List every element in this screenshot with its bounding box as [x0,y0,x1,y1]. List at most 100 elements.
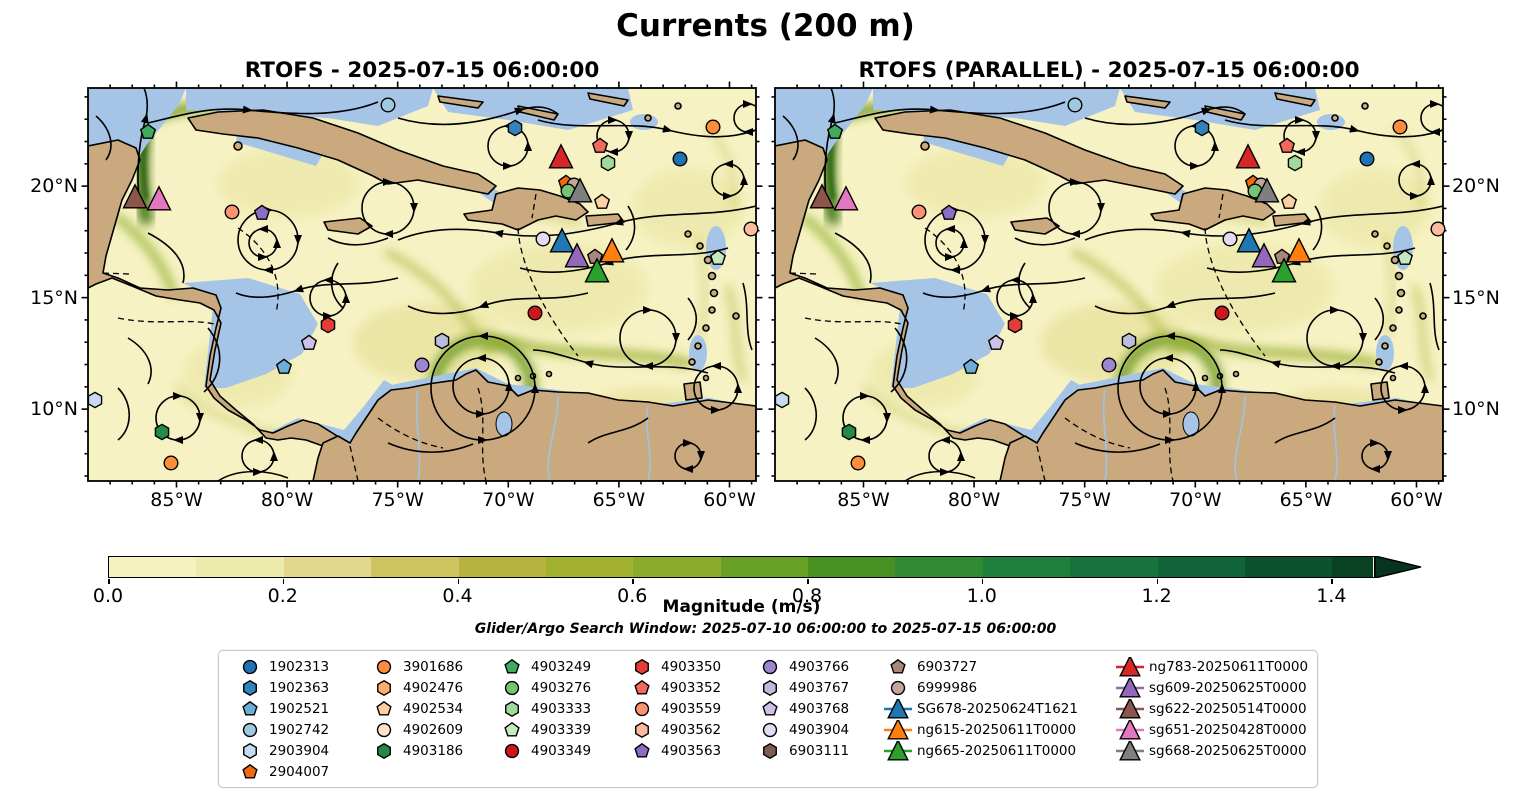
marker-1902521 [275,358,293,374]
marker-4902534 [1280,193,1298,209]
triangle-icon [1116,677,1144,698]
colorbar-tick [981,579,984,584]
marker-sg622-20250514T0000 [122,183,148,209]
legend-item-4903559: 4903559 [627,698,721,719]
legend-label: ng615-20250611T0000 [917,721,1077,738]
legend-marker [242,763,258,779]
xtick-label: 65°W [1279,489,1333,511]
legend-label: 4903352 [661,679,722,696]
legend-item-6903111: 6903111 [755,740,849,761]
xtick-label: 60°W [703,489,756,511]
colorbar-tick [282,579,285,584]
marker-4903768 [987,334,1005,350]
legend-column: ng783-20250611T0000 sg609-20250625T0000 sg… [1115,656,1308,761]
colorbar-label: Magnitude (m/s) [662,597,821,617]
legend-label: 4903563 [661,742,722,759]
xtick-label: 85°W [150,489,203,511]
legend-item-4903562: 4903562 [627,719,721,740]
marker-4903766 [414,357,430,373]
platform-markers [774,97,1446,471]
legend-column: 4903249 4903276 4903333 4903339 4903349 [497,656,591,761]
ytick-label-right: 15°N [1452,286,1500,309]
marker-sg609-20250625T0000 [564,242,590,268]
legend-item-4903333: 4903333 [497,698,591,719]
marker-1902313 [1359,151,1375,167]
marker-4903352 [1278,137,1296,153]
pentagon-icon [504,721,520,737]
legend-label: 4903350 [661,658,722,675]
legend-item-6999986: 6999986 [883,677,1078,698]
ytick-label-left: 15°N [30,286,78,309]
marker-4903767 [1121,332,1137,350]
colorbar-segment [982,557,1071,577]
marker-SG678-20250624T1621 [549,227,575,253]
colorbar-tick-label: 1.4 [1316,585,1347,607]
legend-marker [377,679,391,696]
legend-label: 2903904 [269,742,330,759]
legend-marker [762,659,778,674]
marker-4903186 [841,423,857,441]
marker-sg651-20250428T0000 [146,185,172,211]
legend-label: sg651-20250428T0000 [1149,721,1307,738]
legend-marker [377,742,391,759]
marker-2903904 [87,391,103,409]
colorbar-segment [1070,557,1158,577]
colorbar-segment [895,557,983,577]
marker-1902521 [962,358,980,374]
colorbar-tick-label: 0.6 [617,585,648,607]
legend-label: 1902742 [269,721,330,738]
marker-1902742 [1067,97,1083,113]
triangle-icon [884,698,912,719]
colorbar-segment [458,557,546,577]
legend-item-1902313: 1902313 [235,656,329,677]
legend-label: SG678-20250624T1621 [917,700,1078,717]
legend-column: 3901686 4902476 4902534 4902609 4903186 [369,656,463,761]
marker-4903339 [1396,249,1414,265]
xtick-label: 70°W [482,489,535,511]
ytick-label-right: 20°N [1452,175,1500,197]
circle-icon [376,659,392,674]
legend-label: 4902534 [403,700,464,717]
legend-label: 4903186 [403,742,464,759]
legend-item-4903186: 4903186 [369,740,463,761]
triangle-icon [1116,740,1144,761]
colorbar-segment [109,557,197,577]
circle-icon [504,680,520,695]
legend-column: 4903350 4903352 4903559 4903562 4903563 [627,656,721,761]
legend-marker [504,721,520,737]
legend-item-2903904: 2903904 [235,740,329,761]
xtick-label: 60°W [1390,489,1443,511]
legend-marker [243,742,257,759]
legend-label: 4903768 [789,700,850,717]
marker-3901686 [850,455,866,471]
legend-item-4903350: 4903350 [627,656,721,677]
triangle-icon [884,740,912,761]
legend-item-1902521: 1902521 [235,698,329,719]
figure-title: Currents (200 m) [616,8,915,44]
legend-item-4903339: 4903339 [497,719,591,740]
colorbar-segment [283,557,372,577]
colorbar-tick-label: 0.0 [92,585,124,607]
circle-icon [634,701,650,716]
marker-ng615-20250611T0000 [1286,237,1312,263]
legend-marker [634,701,650,716]
marker-4903349 [527,305,543,321]
legend-marker [1119,698,1141,719]
legend-marker [890,658,906,674]
pentagon-icon [504,658,520,674]
ytick-label-left: 10°N [30,398,78,420]
legend-item-1902363: 1902363 [235,677,329,698]
marker-2903904 [774,391,790,409]
marker-4903249 [139,123,157,139]
legend-label: 6903111 [789,742,850,759]
hexagon-icon [377,742,391,759]
circle-icon [376,722,392,737]
hexagon-icon [505,700,519,717]
xtick-label: 80°W [260,489,314,511]
legend-item-sg609-20250625T0000: sg609-20250625T0000 [1115,677,1308,698]
colorbar-tick-label: 0.4 [442,585,473,607]
legend-label: 3901686 [403,658,464,675]
marker-1902742 [380,97,396,113]
colorbar-segment [1244,557,1333,577]
